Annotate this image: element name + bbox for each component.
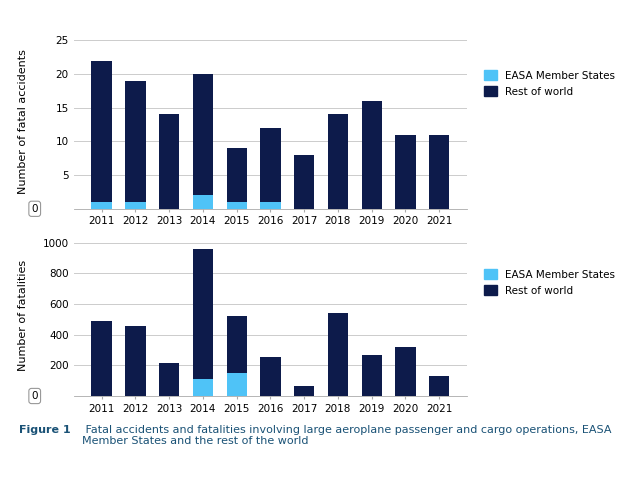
Bar <box>193 195 213 209</box>
Text: 0: 0 <box>31 204 38 214</box>
Bar <box>362 101 382 209</box>
Bar <box>260 202 280 209</box>
Bar <box>92 321 112 396</box>
Bar <box>159 363 179 396</box>
Bar <box>227 316 247 373</box>
Bar <box>260 128 280 202</box>
Legend: EASA Member States, Rest of world: EASA Member States, Rest of world <box>484 269 615 296</box>
Bar <box>227 373 247 396</box>
Bar <box>294 155 314 209</box>
Bar <box>159 114 179 209</box>
Bar <box>193 249 213 379</box>
Bar <box>193 74 213 195</box>
Bar <box>92 60 112 202</box>
Bar <box>227 202 247 209</box>
Bar <box>396 347 415 396</box>
Bar <box>125 202 145 209</box>
Bar <box>260 357 280 396</box>
Bar <box>362 355 382 396</box>
Bar <box>396 135 415 209</box>
Bar <box>429 135 449 209</box>
Bar <box>429 376 449 396</box>
Y-axis label: Number of fatal accidents: Number of fatal accidents <box>19 49 28 193</box>
Text: 0: 0 <box>31 391 38 401</box>
Bar <box>125 81 145 202</box>
Text: Fatal accidents and fatalities involving large aeroplane passenger and cargo ope: Fatal accidents and fatalities involving… <box>82 425 611 446</box>
Bar <box>227 148 247 202</box>
Bar <box>328 114 348 209</box>
Y-axis label: Number of fatalities: Number of fatalities <box>19 260 28 371</box>
Text: Figure 1: Figure 1 <box>19 425 71 435</box>
Bar <box>328 313 348 396</box>
Bar <box>125 325 145 396</box>
Legend: EASA Member States, Rest of world: EASA Member States, Rest of world <box>484 71 615 96</box>
Bar <box>294 386 314 396</box>
Bar <box>92 202 112 209</box>
Bar <box>193 379 213 396</box>
